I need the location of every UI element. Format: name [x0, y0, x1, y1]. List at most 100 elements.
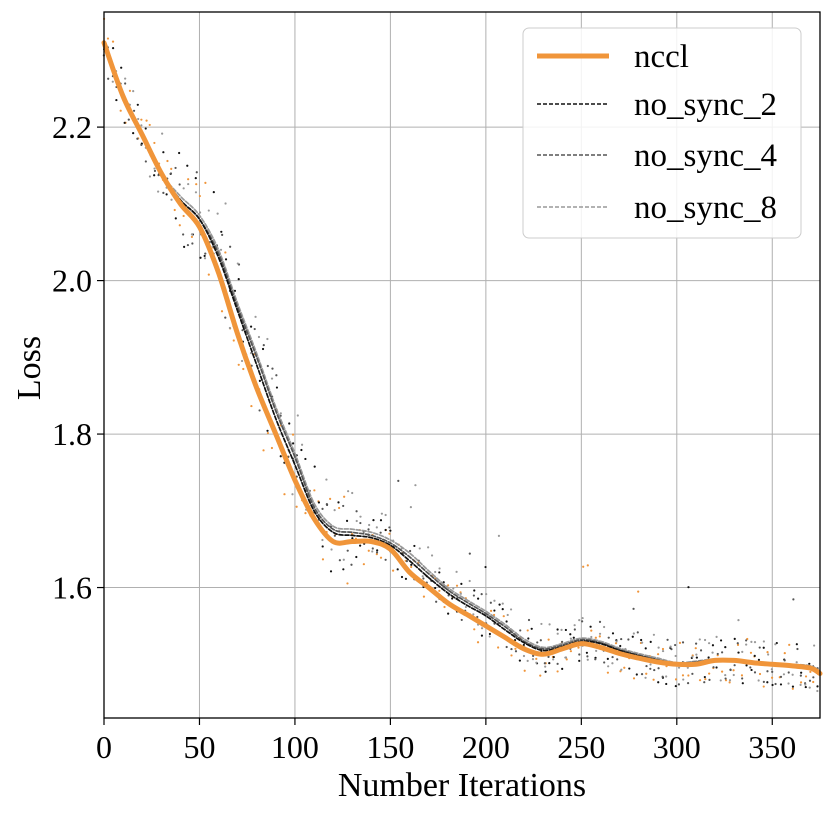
scatter-point: [384, 558, 387, 561]
scatter-point: [698, 679, 702, 682]
scatter-point: [694, 647, 697, 650]
scatter-point: [606, 671, 609, 674]
scatter-point: [745, 639, 748, 642]
scatter-point: [578, 653, 581, 656]
scatter-point: [526, 629, 529, 632]
scatter-point: [611, 632, 615, 635]
scatter-point: [745, 664, 748, 667]
scatter-point: [691, 655, 694, 658]
scatter-point: [813, 644, 816, 647]
series-line-nccl: [101, 40, 823, 676]
scatter-point: [480, 592, 483, 596]
scatter-point: [221, 233, 224, 236]
legend-label-nccl: nccl: [634, 39, 689, 75]
scatter-point: [808, 679, 812, 682]
scatter-point: [532, 654, 535, 657]
scatter-point: [460, 618, 463, 622]
scatter-point: [473, 628, 476, 631]
scatter-point: [771, 670, 774, 673]
y-axis-label: Loss: [11, 336, 48, 400]
scatter-point: [330, 548, 333, 551]
scatter-point: [107, 77, 110, 80]
scatter-point: [632, 677, 636, 680]
scatter-point: [144, 127, 147, 130]
scatter-point: [224, 316, 227, 319]
scatter-point: [111, 80, 114, 83]
scatter-point: [628, 667, 631, 670]
scatter-point: [367, 528, 370, 531]
scatter-point: [716, 652, 719, 656]
scatter-point: [737, 619, 740, 622]
scatter-point: [736, 643, 740, 646]
scatter-point: [527, 637, 530, 640]
scatter-point: [505, 620, 508, 623]
scatter-point: [501, 602, 504, 605]
scatter-point: [371, 550, 374, 553]
scatter-point: [509, 608, 513, 611]
scatter-point: [812, 680, 815, 684]
scatter-point: [586, 658, 589, 661]
scatter-point: [472, 594, 475, 597]
scatter-point: [729, 668, 732, 672]
scatter-point: [350, 563, 353, 566]
x-axis-label: Number Iterations: [338, 767, 586, 804]
x-tick-label: 300: [653, 729, 701, 765]
scatter-point: [582, 565, 585, 568]
scatter-point: [556, 670, 559, 673]
scatter-point: [783, 659, 786, 662]
scatter-point: [414, 484, 417, 487]
scatter-point: [379, 519, 383, 522]
scatter-point: [304, 457, 307, 461]
scatter-point: [132, 109, 136, 112]
scatter-point: [493, 599, 496, 602]
scatter-point: [359, 521, 362, 525]
scatter-point: [120, 66, 123, 69]
scatter-point: [351, 537, 354, 540]
scatter-point: [279, 412, 282, 415]
x-tick-label: 350: [748, 729, 796, 765]
scatter-point: [219, 248, 223, 251]
scatter-point: [371, 547, 374, 550]
scatter-point: [724, 679, 728, 682]
scatter-point: [342, 558, 345, 561]
scatter-point: [136, 137, 139, 140]
scatter-point: [275, 386, 279, 389]
scatter-point: [170, 198, 173, 201]
scatter-point: [652, 678, 655, 681]
scatter-point: [476, 641, 480, 644]
scatter-point: [313, 465, 316, 468]
scatter-point: [388, 526, 391, 529]
scatter-point: [153, 167, 156, 170]
scatter-point: [262, 449, 265, 452]
scatter-point: [548, 623, 551, 626]
scatter-point: [816, 685, 819, 688]
scatter-point: [506, 613, 509, 617]
scatter-point: [699, 649, 703, 652]
x-tick-label: 250: [557, 729, 605, 765]
scatter-point: [677, 683, 681, 686]
scatter-point: [704, 678, 707, 681]
scatter-point: [421, 575, 424, 578]
scatter-point: [572, 636, 575, 639]
scatter-point: [595, 649, 598, 652]
scatter-point: [656, 653, 660, 656]
scatter-point: [165, 193, 168, 196]
scatter-point: [145, 119, 148, 122]
scatter-point: [526, 659, 529, 663]
scatter-point: [493, 609, 496, 612]
scatter-point: [711, 651, 714, 654]
scatter-point: [488, 632, 492, 636]
scatter-point: [594, 658, 597, 661]
scatter-point: [359, 515, 362, 518]
scatter-point: [300, 443, 304, 446]
scatter-point: [404, 577, 408, 580]
scatter-point: [594, 636, 597, 639]
scatter-point: [653, 668, 656, 672]
scatter-point: [698, 638, 701, 641]
legend-box: [522, 27, 802, 239]
y-tick-label: 2.0: [52, 263, 92, 299]
scatter-point: [279, 455, 282, 458]
scatter-point: [379, 531, 382, 534]
scatter-point: [687, 674, 690, 677]
scatter-point: [434, 570, 437, 574]
